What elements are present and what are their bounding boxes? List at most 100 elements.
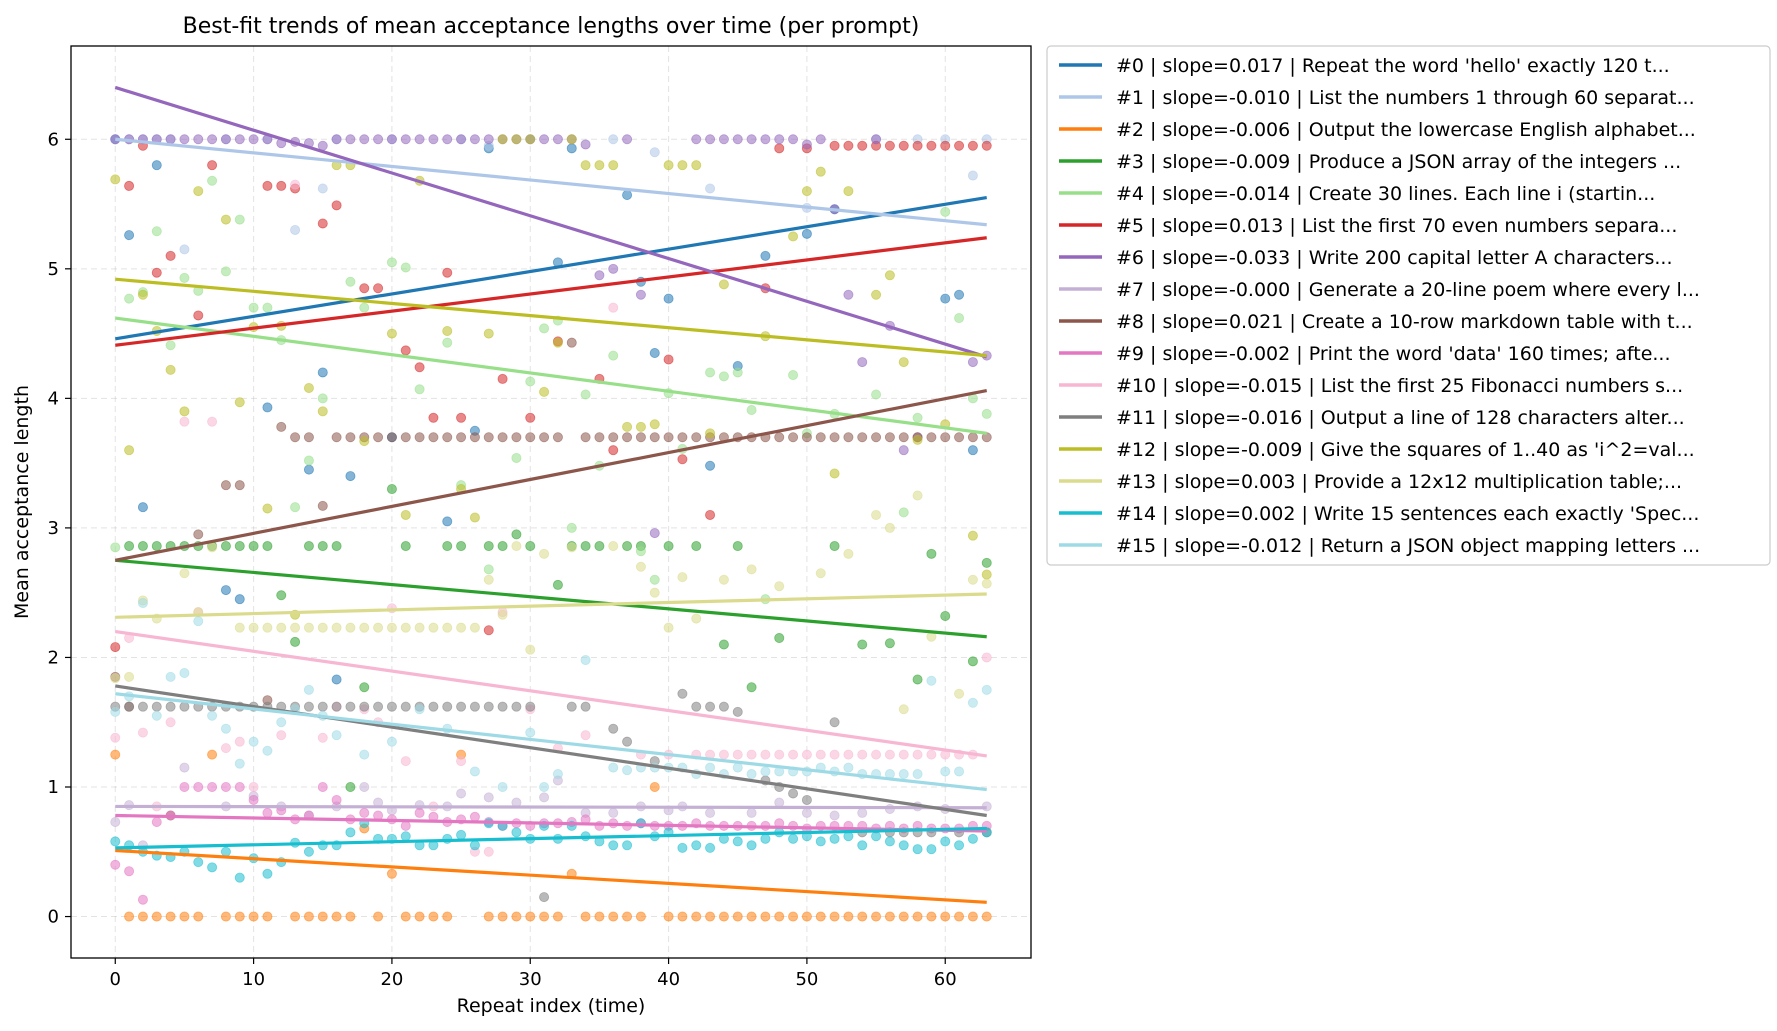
data-point — [179, 134, 190, 145]
x-axis-label: Repeat index (time) — [457, 995, 646, 1017]
data-point — [483, 134, 494, 145]
data-point — [124, 541, 135, 552]
data-point — [663, 160, 674, 171]
legend: #0 | slope=0.017 | Repeat the word 'hell… — [1046, 45, 1771, 566]
data-point — [151, 710, 162, 721]
data-point — [179, 272, 190, 283]
series-2-trend-line — [115, 848, 987, 904]
data-point — [691, 541, 702, 552]
data-point — [193, 911, 204, 922]
data-point — [622, 736, 633, 747]
data-point — [649, 419, 660, 430]
data-point — [248, 911, 259, 922]
data-point — [760, 134, 771, 145]
data-point — [400, 756, 411, 767]
data-point — [234, 541, 245, 552]
data-point — [428, 622, 439, 633]
data-point — [317, 218, 328, 229]
data-point — [442, 911, 453, 922]
data-point — [718, 371, 729, 382]
data-point — [525, 701, 536, 712]
data-point — [207, 542, 218, 553]
y-tick-label: 3 — [48, 518, 59, 539]
data-point — [801, 749, 812, 760]
data-point — [207, 710, 218, 721]
data-point — [124, 671, 135, 682]
data-point — [898, 749, 909, 760]
data-point — [843, 140, 854, 151]
data-point — [151, 541, 162, 552]
legend-entry-label: #5 | slope=0.013 | List the first 70 eve… — [1116, 215, 1677, 237]
data-point — [497, 373, 508, 384]
data-point — [414, 622, 425, 633]
data-point — [207, 175, 218, 186]
data-point — [137, 911, 148, 922]
data-point — [262, 302, 273, 313]
data-point — [732, 749, 743, 760]
data-point — [677, 160, 688, 171]
data-point — [137, 894, 148, 905]
data-point — [663, 622, 674, 633]
data-point — [954, 911, 965, 922]
data-point — [746, 911, 757, 922]
data-point — [220, 911, 231, 922]
legend-entry-label: #11 | slope=-0.016 | Output a line of 12… — [1116, 407, 1685, 429]
data-point — [331, 541, 342, 552]
data-point — [193, 186, 204, 197]
data-point — [635, 561, 646, 572]
data-point — [137, 598, 148, 609]
data-point — [746, 840, 757, 851]
data-point — [317, 622, 328, 633]
data-point — [539, 892, 550, 903]
data-point — [165, 250, 176, 261]
grid-lines — [71, 46, 1031, 958]
data-point — [414, 362, 425, 373]
data-point — [262, 911, 273, 922]
data-point — [857, 807, 868, 818]
data-point — [566, 701, 577, 712]
data-point — [345, 782, 356, 793]
data-point — [248, 134, 259, 145]
series-1-trend-line — [115, 137, 987, 227]
data-point — [303, 382, 314, 393]
data-point — [981, 911, 992, 922]
data-point — [871, 389, 882, 400]
data-point — [608, 723, 619, 734]
data-point — [871, 432, 882, 443]
data-point — [525, 412, 536, 423]
data-point — [746, 564, 757, 575]
data-point — [718, 574, 729, 585]
data-point — [926, 548, 937, 559]
data-point — [317, 782, 328, 793]
data-point — [456, 622, 467, 633]
data-point — [691, 613, 702, 624]
data-point — [262, 541, 273, 552]
data-point — [193, 616, 204, 627]
data-point — [552, 769, 563, 780]
data-point — [262, 503, 273, 514]
data-point — [760, 833, 771, 844]
data-point — [622, 189, 633, 200]
data-point — [359, 134, 370, 145]
data-point — [967, 140, 978, 151]
data-point — [386, 257, 397, 268]
data-point — [981, 578, 992, 589]
data-point — [580, 701, 591, 712]
data-point — [317, 367, 328, 378]
data-point — [594, 911, 605, 922]
data-point — [635, 546, 646, 557]
data-point — [829, 833, 840, 844]
data-point — [511, 701, 522, 712]
data-point — [732, 541, 743, 552]
data-point — [718, 639, 729, 650]
data-point — [469, 701, 480, 712]
data-point — [151, 701, 162, 712]
legend-entry-label: #12 | slope=-0.009 | Give the squares of… — [1116, 439, 1695, 461]
legend-entry-label: #13 | slope=0.003 | Provide a 12x12 mult… — [1116, 471, 1682, 493]
data-point — [967, 445, 978, 456]
data-point — [373, 911, 384, 922]
data-point — [220, 782, 231, 793]
data-point — [539, 911, 550, 922]
y-tick-label: 5 — [48, 259, 59, 280]
